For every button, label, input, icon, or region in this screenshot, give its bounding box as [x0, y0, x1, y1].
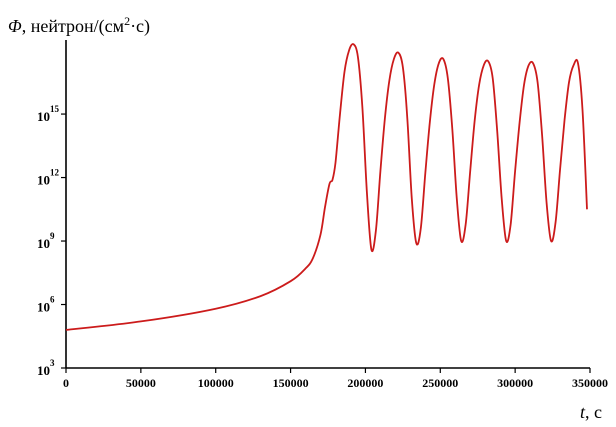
y-tick-exponent: 6 — [50, 295, 55, 305]
x-tick-label: 350000 — [572, 376, 608, 390]
y-axis-label-symbol: Φ — [8, 16, 22, 36]
y-tick-label: 103 — [37, 358, 55, 378]
x-tick-label: 200000 — [347, 376, 383, 390]
y-tick-label: 109 — [37, 231, 55, 251]
y-tick-base: 10 — [37, 173, 50, 188]
y-tick-label: 1015 — [37, 104, 60, 124]
y-tick-exponent: 15 — [50, 104, 60, 114]
x-tick-label: 250000 — [422, 376, 458, 390]
y-tick-exponent: 12 — [50, 168, 60, 178]
y-tick-label: 106 — [37, 295, 55, 315]
y-tick-base: 10 — [37, 109, 50, 124]
y-axis-label-end: ·с) — [130, 16, 150, 37]
x-tick-label: 50000 — [126, 376, 156, 390]
y-axis-label-text: , нейтрон/(см — [22, 16, 124, 37]
x-tick-label: 100000 — [198, 376, 234, 390]
x-tick-label: 150000 — [273, 376, 309, 390]
x-axis-label: t, с — [580, 402, 602, 422]
flux-series-line — [65, 43, 588, 331]
x-axis-label-symbol: t — [580, 402, 586, 422]
y-tick-exponent: 3 — [50, 358, 55, 368]
y-tick-base: 10 — [37, 236, 50, 251]
x-axis-label-text: , с — [585, 402, 602, 422]
y-axis-label: Φ, нейтрон/(см2·с) — [8, 14, 150, 37]
y-tick-label: 1012 — [37, 168, 60, 188]
y-tick-exponent: 9 — [50, 231, 55, 241]
x-tick-label: 0 — [63, 376, 69, 390]
y-axis-label-superscript: 2 — [124, 14, 130, 28]
x-ticks: 0 50000 100000 150000 200000 250000 300000 3500… — [63, 368, 608, 390]
y-tick-base: 10 — [37, 300, 50, 315]
x-tick-label: 300000 — [497, 376, 533, 390]
y-tick-base: 10 — [37, 363, 50, 378]
